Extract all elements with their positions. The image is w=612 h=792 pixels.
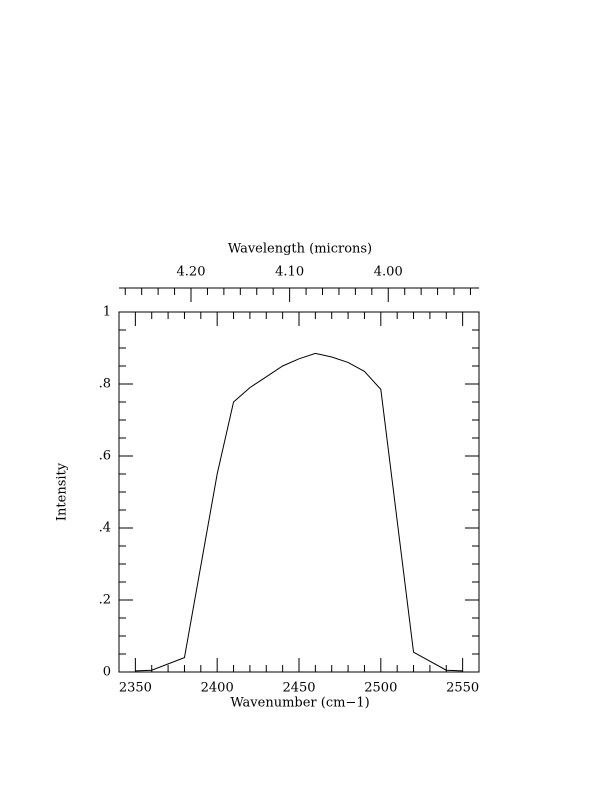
x2-tick-label: 4.10 [275,265,304,280]
plot-frame [118,311,480,673]
x-tick-label: 2550 [446,681,479,696]
y-tick-label: .6 [99,449,111,464]
top-axis-label: Wavelength (microns) [228,242,372,257]
x-tick-label: 2450 [282,681,315,696]
y-tick-label: .4 [99,521,111,536]
y-tick-label: .8 [99,377,111,392]
data-line [135,352,463,672]
y-tick-label: .2 [99,593,111,608]
y-tick-label: 0 [103,665,111,680]
x2-tick-label: 4.20 [177,265,206,280]
x-tick-label: 2500 [364,681,397,696]
x-axis-label: Wavenumber (cm−1) [230,696,369,711]
y-axis-label: Intensity [55,462,70,521]
x-tick-label: 2400 [201,681,234,696]
y-tick-label: 1 [103,305,111,320]
x-tick-label: 2350 [119,681,152,696]
x2-tick-label: 4.00 [374,265,403,280]
